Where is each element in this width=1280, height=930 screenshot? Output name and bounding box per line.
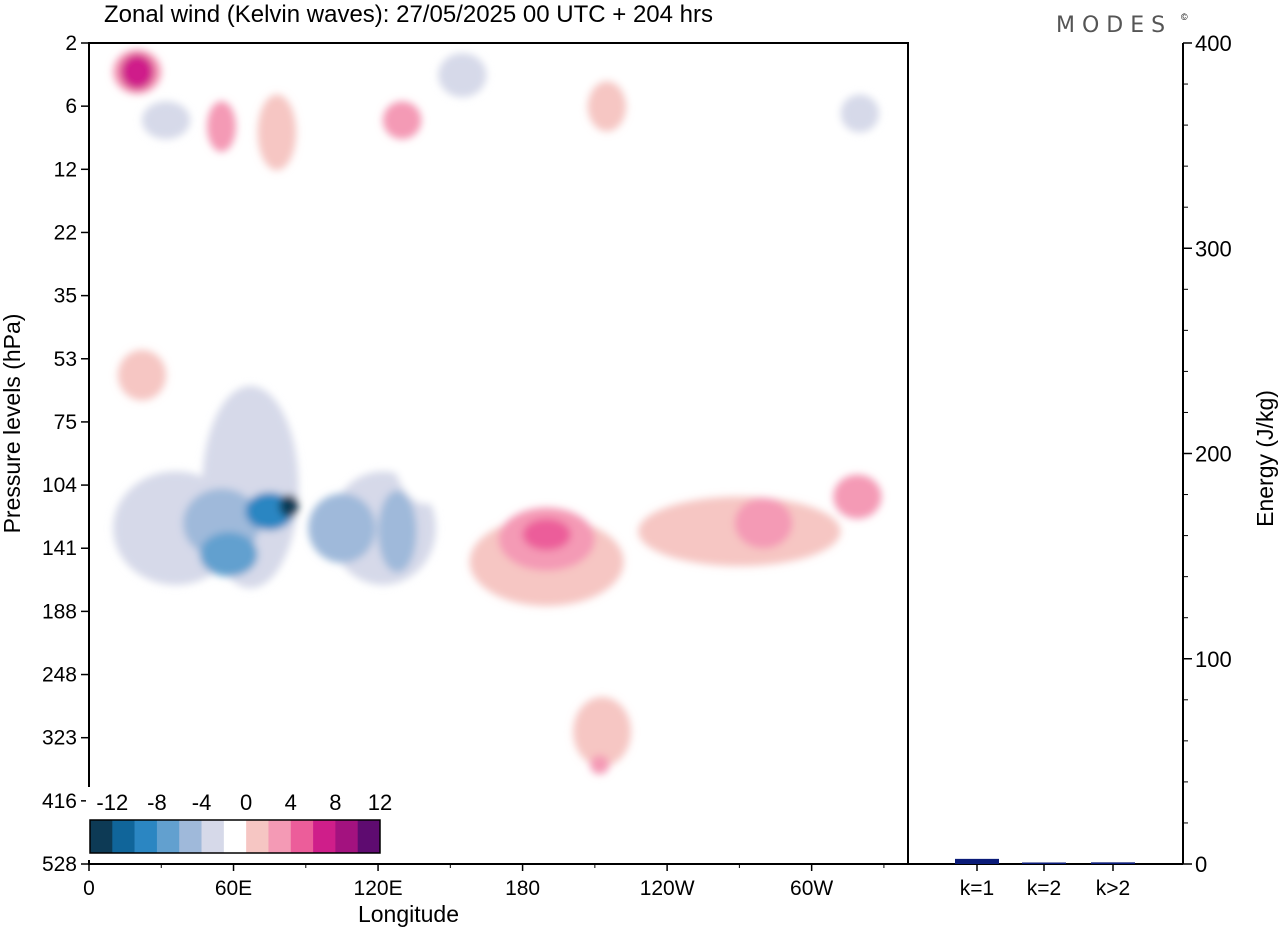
- field-patch: [117, 349, 167, 401]
- field-patch: [573, 696, 631, 767]
- x-tick-label: 60E: [215, 877, 252, 900]
- colorbar-label: 4: [285, 790, 297, 815]
- y-tick-label: 188: [42, 600, 77, 623]
- y-tick-label: 2: [65, 32, 77, 55]
- energy-tick-label: 200: [1195, 442, 1232, 467]
- energy-tick-label: 300: [1195, 236, 1232, 261]
- field-patch: [382, 101, 422, 140]
- colorbar-swatch: [179, 820, 202, 853]
- colorbar-label: -12: [96, 790, 128, 815]
- field-patch: [570, 43, 644, 105]
- hovmoller-field: [89, 43, 908, 864]
- field-patch: [308, 493, 376, 563]
- colorbar-label: 0: [240, 790, 252, 815]
- energy-cat-label: k>2: [1096, 877, 1130, 900]
- colorbar-swatch: [313, 820, 336, 853]
- field-patch: [141, 101, 191, 140]
- field-patch: [390, 364, 463, 504]
- energy-tick-label: 0: [1195, 852, 1207, 877]
- colorbar-swatch: [156, 820, 180, 853]
- colorbar-swatch: [112, 820, 135, 853]
- energy-bar-chart: 0 100 200 300 400 Energy (J/kg) k=1 k=2 k>2: [908, 31, 1278, 900]
- colorbar-label: -8: [147, 790, 167, 815]
- y-tick-label: 53: [54, 348, 77, 371]
- colorbar-swatch: [246, 820, 269, 853]
- field-patch: [120, 54, 155, 90]
- x-tick-label: 180: [505, 877, 540, 900]
- y-tick-label: 22: [54, 221, 77, 244]
- colorbar-label: 8: [329, 790, 341, 815]
- x-axis-label: Longitude: [358, 901, 459, 927]
- energy-tick-label: 100: [1195, 647, 1232, 672]
- brand-logo: MODES: [1056, 13, 1172, 38]
- x-tick-label: 0: [83, 877, 95, 900]
- y-tick-label: 35: [54, 285, 77, 308]
- field-patch: [207, 101, 236, 152]
- colorbar-swatch: [357, 820, 381, 853]
- y-tick-label: 248: [42, 664, 77, 687]
- y-tick-label: 528: [42, 853, 77, 876]
- field-patch: [840, 94, 880, 133]
- field-patch: [257, 94, 297, 171]
- colorbar-swatch: [90, 820, 113, 853]
- y-axis-label: Pressure levels (hPa): [0, 314, 25, 534]
- field-patch: [522, 518, 571, 551]
- y-tick-label: 104: [42, 474, 77, 497]
- field-patch: [199, 532, 258, 577]
- energy-bar-2: [1022, 862, 1066, 864]
- field-patch: [590, 755, 610, 775]
- colorbar: -12 -8 -4 0 4 8 12: [86, 787, 392, 860]
- field-patch: [378, 490, 417, 573]
- colorbar-label: -4: [192, 790, 212, 815]
- field-patch: [587, 80, 627, 132]
- hovmoller-frame: [88, 42, 909, 865]
- energy-cat-label: k=1: [960, 877, 994, 900]
- field-patch: [734, 497, 793, 549]
- brand-mark: ©: [1181, 12, 1188, 22]
- colorbar-swatch: [223, 820, 247, 853]
- colorbar-swatch: [201, 820, 225, 853]
- y-tick-label: 141: [42, 537, 77, 560]
- field-patch: [279, 494, 299, 518]
- y-tick-label: 12: [54, 158, 77, 181]
- chart-title: Zonal wind (Kelvin waves): 27/05/2025 00…: [104, 1, 713, 28]
- y-tick-label: 323: [42, 727, 77, 750]
- colorbar-frame: [89, 819, 381, 854]
- colorbar-swatch: [134, 820, 158, 853]
- x-tick-label: 120W: [640, 877, 695, 900]
- y-tick-label: 75: [54, 411, 77, 434]
- colorbar-swatch: [335, 820, 358, 853]
- energy-cat-label: k=2: [1027, 877, 1061, 900]
- energy-bar-1: [955, 858, 999, 864]
- field-patch: [438, 53, 487, 98]
- colorbar-swatch: [268, 820, 292, 853]
- energy-axis-label: Energy (J/kg): [1252, 390, 1278, 527]
- field-patch: [770, 82, 839, 159]
- y-tick-label: 6: [65, 95, 77, 118]
- y-tick-label: 416: [42, 790, 77, 813]
- x-tick-label: 120E: [354, 877, 403, 900]
- field-patch: [833, 474, 882, 519]
- colorbar-label: 12: [368, 790, 392, 815]
- x-tick-label: 60W: [790, 877, 833, 900]
- energy-tick-label: 400: [1195, 31, 1232, 56]
- colorbar-swatch: [290, 820, 314, 853]
- energy-bar-3: [1091, 862, 1135, 864]
